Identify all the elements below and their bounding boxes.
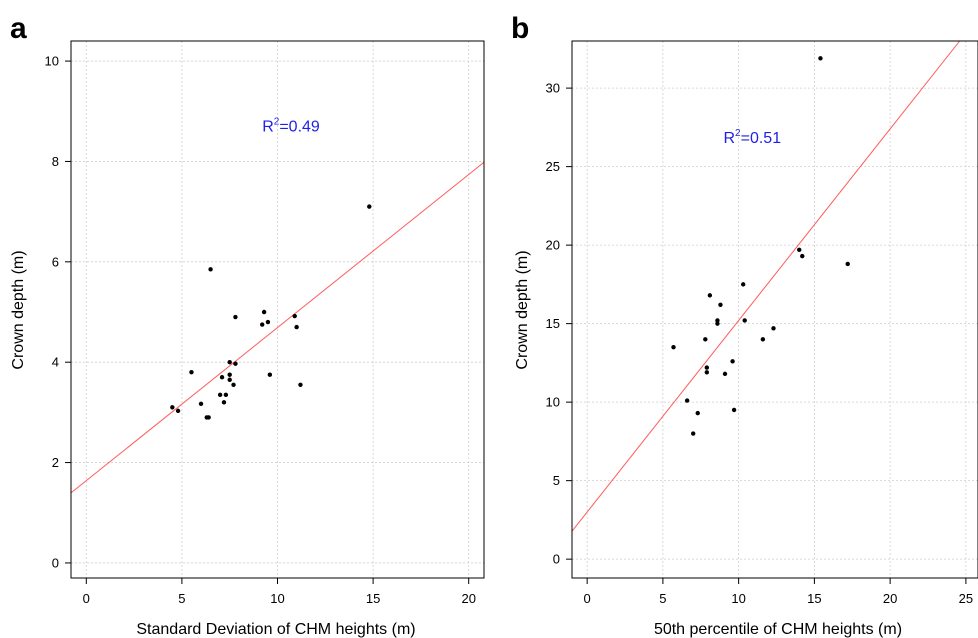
- panel-a-data-point: [233, 361, 238, 366]
- panel-a-fit: [70, 161, 485, 494]
- panel-b-r2-sup: 2: [735, 128, 741, 139]
- panel-b-data-point: [704, 365, 710, 370]
- panel-a-y-tick-label: 0: [52, 555, 59, 570]
- panel-b-data-point: [818, 56, 823, 61]
- panel-a-data-point: [231, 382, 236, 387]
- panel-b-data-point: [684, 398, 690, 403]
- panel-b-points: [671, 56, 850, 436]
- panel-b-plot-frame: [571, 40, 978, 579]
- panel-b-data-point: [730, 359, 735, 364]
- panel-b: b 0 5 10 15 20 25 0 5 10 15 20 25 30 50th percentile…: [511, 12, 978, 638]
- panel-a-r2-label: R: [262, 118, 274, 135]
- panel-b-y-tick-label: 5: [553, 473, 560, 488]
- panel-b-data-point: [703, 337, 708, 342]
- panel-a-data-point: [223, 392, 229, 398]
- panel-b-ticks: 0 5 10 15 20 25 0 5 10 15 20 25 30: [546, 81, 974, 606]
- panel-b-x-tick-label: 0: [584, 591, 591, 606]
- panel-a-data-point: [189, 370, 194, 375]
- panel-a-ticks: 0 5 10 15 20 0 2 4 6 8 10: [45, 54, 476, 606]
- panel-b-data-point: [704, 370, 710, 375]
- panel-a-x-tick-label: 5: [178, 591, 185, 606]
- panel-a-data-point: [261, 309, 267, 315]
- panel-a-data-point: [227, 372, 232, 377]
- panel-a-points: [170, 204, 372, 420]
- panel-a-data-point: [267, 372, 273, 377]
- panel-a-data-point: [294, 324, 299, 330]
- panel-b-x-axis-label: 50th percentile of CHM heights (m): [654, 621, 902, 638]
- panel-b-data-point: [740, 282, 746, 287]
- panel-b-y-tick-label: 0: [553, 552, 560, 567]
- panel-a-data-point: [198, 401, 204, 407]
- panel-a-x-tick-label: 20: [461, 591, 475, 606]
- panel-a-y-tick-label: 4: [52, 355, 59, 370]
- panel-b-data-point: [845, 261, 850, 267]
- panel-a-x-tick-label: 10: [270, 591, 284, 606]
- panel-b-y-tick-label: 20: [546, 238, 560, 253]
- panel-b-letter: b: [511, 12, 529, 45]
- panel-b-y-tick-label: 25: [546, 159, 560, 174]
- panel-a-data-point: [208, 267, 213, 272]
- panel-a-data-point: [227, 377, 232, 382]
- panel-b-r-squared-annotation: R2=0.51: [723, 128, 781, 147]
- panel-a-y-tick-label: 10: [45, 54, 59, 69]
- panel-b-data-point: [731, 407, 737, 413]
- panel-a-r2-sup: 2: [274, 116, 280, 127]
- panel-b-y-tick-label: 15: [546, 316, 560, 331]
- panel-a-grid: [71, 41, 484, 578]
- panel-a-data-point: [233, 314, 238, 320]
- panel-a-letter: a: [10, 12, 27, 45]
- panel-b-grid: [572, 41, 978, 578]
- panel-a-y-tick-label: 8: [52, 154, 59, 169]
- panel-a-x-tick-label: 0: [83, 591, 90, 606]
- panel-b-data-point: [742, 318, 747, 323]
- panel-a-x-tick-label: 15: [366, 591, 380, 606]
- panel-b-data-point: [800, 253, 805, 259]
- panel-b-data-point: [722, 371, 728, 377]
- panel-a-data-point: [260, 322, 265, 327]
- panel-b-r2-value: =0.51: [741, 130, 782, 147]
- panel-b-y-tick-label: 10: [546, 395, 560, 410]
- panel-a-r-squared-annotation: R2=0.49: [262, 116, 320, 135]
- panel-a-data-point: [219, 375, 225, 380]
- panel-b-r2-label: R: [723, 130, 735, 147]
- panel-b-data-point: [718, 302, 723, 307]
- panel-a-r2-value: =0.49: [279, 118, 320, 135]
- panel-b-data-point: [690, 431, 696, 436]
- panel-b-data-point: [797, 247, 802, 253]
- panel-b-x-tick-label: 25: [959, 591, 973, 606]
- panel-a-y-tick-label: 6: [52, 254, 59, 269]
- panel-a-y-axis-label: Crown depth (m): [10, 250, 27, 369]
- panel-b-y-tick-label: 30: [546, 81, 560, 96]
- panel-b-regression-line: [571, 40, 961, 532]
- panel-a-data-point: [292, 313, 297, 319]
- panel-b-x-tick-label: 20: [883, 591, 897, 606]
- panel-a-x-axis-label: Standard Deviation of CHM heights (m): [136, 621, 415, 638]
- panel-a-data-point: [367, 204, 372, 209]
- panel-a-data-point: [170, 405, 175, 410]
- panel-b-fit: [571, 40, 961, 532]
- panel-a-data-point: [265, 319, 271, 325]
- panel-b-data-point: [715, 318, 720, 323]
- panel-b-data-point: [715, 321, 720, 326]
- panel-a-data-point: [175, 408, 181, 414]
- panel-b-data-point: [707, 293, 713, 298]
- panel-b-x-tick-label: 5: [659, 591, 666, 606]
- panel-b-x-tick-label: 10: [731, 591, 745, 606]
- panel-a-regression-line: [70, 161, 485, 494]
- panel-a: a 0 5 10 15 20 0 2 4 6 8 10 Standard Deviation of …: [10, 12, 485, 638]
- panel-a-data-point: [217, 392, 223, 398]
- panel-b-data-point: [760, 337, 766, 342]
- panel-a-data-point: [221, 400, 227, 405]
- panel-b-y-axis-label: Crown depth (m): [514, 250, 531, 369]
- panel-a-data-point: [298, 382, 303, 387]
- panel-a-data-point: [227, 359, 232, 365]
- panel-b-data-point: [671, 344, 676, 350]
- panel-b-data-point: [695, 410, 700, 416]
- panel-b-data-point: [771, 326, 776, 331]
- panel-a-y-tick-label: 2: [52, 455, 59, 470]
- panel-b-x-tick-label: 15: [807, 591, 821, 606]
- panel-a-data-point: [206, 415, 211, 420]
